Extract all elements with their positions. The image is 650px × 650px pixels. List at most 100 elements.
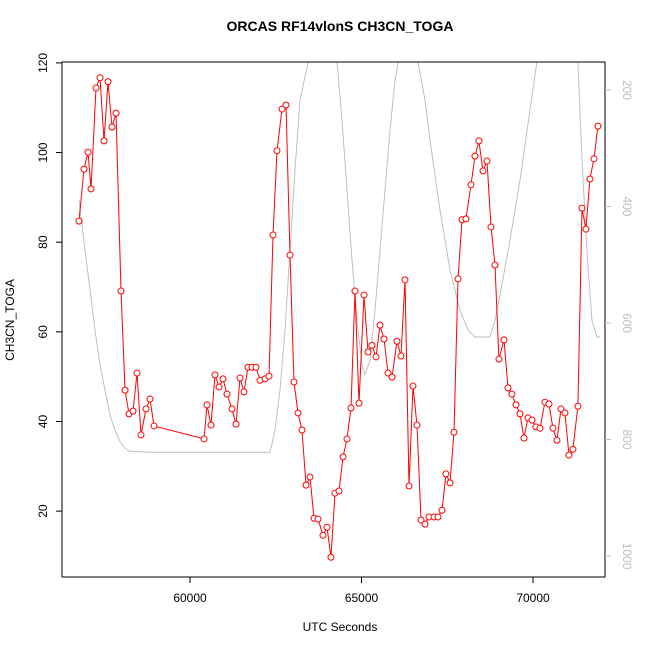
data-point [376, 321, 384, 329]
data-point [100, 137, 108, 145]
x-tick-label: 70000 [516, 591, 550, 605]
data-point [142, 405, 150, 413]
chart-title: ORCAS RF14vlonS CH3CN_TOGA [227, 18, 454, 34]
data-point [520, 434, 528, 442]
y2-tick-label: 200 [620, 80, 634, 100]
data-point [471, 152, 479, 160]
data-point [574, 402, 582, 410]
data-point [207, 421, 215, 429]
data-point [393, 337, 401, 345]
data-point [388, 373, 396, 381]
data-point [569, 445, 577, 453]
series-line [78, 62, 600, 453]
y-tick-label: 20 [36, 504, 50, 518]
data-point [215, 383, 223, 391]
data-point [491, 261, 499, 269]
data-point [347, 404, 355, 412]
data-point [294, 409, 302, 417]
data-point [236, 374, 244, 382]
data-point [405, 482, 413, 490]
data-point [351, 287, 359, 295]
data-point [302, 481, 310, 489]
data-point [92, 84, 100, 92]
data-point [516, 410, 524, 418]
y-tick-label: 100 [36, 142, 50, 162]
data-point [594, 122, 602, 130]
data-point [306, 473, 314, 481]
data-point [219, 375, 227, 383]
data-point [442, 470, 450, 478]
data-point [454, 275, 462, 283]
data-point [133, 369, 141, 377]
data-point [265, 372, 273, 380]
data-point [314, 515, 322, 523]
data-point [117, 287, 125, 295]
data-point [335, 487, 343, 495]
data-point [223, 390, 231, 398]
y2-tick-label: 800 [620, 429, 634, 449]
data-point [75, 217, 83, 225]
data-point [409, 382, 417, 390]
data-point [84, 148, 92, 156]
data-point [487, 223, 495, 231]
data-point [578, 204, 586, 212]
data-point [413, 421, 421, 429]
data-point [269, 231, 277, 239]
data-point [232, 420, 240, 428]
data-point [421, 520, 429, 528]
data-point [282, 101, 290, 109]
data-point [112, 109, 120, 117]
data-point [590, 155, 598, 163]
data-point [286, 251, 294, 259]
data-point [364, 348, 372, 356]
data-point [203, 401, 211, 409]
data-point [483, 157, 491, 165]
data-point [384, 369, 392, 377]
data-point [323, 523, 331, 531]
data-point [549, 424, 557, 432]
data-point [500, 336, 508, 344]
y-axis-label: CH3CN_TOGA [3, 279, 17, 361]
data-point [397, 352, 405, 360]
data-point [504, 384, 512, 392]
data-point [565, 451, 573, 459]
data-point [327, 553, 335, 561]
data-point [355, 399, 363, 407]
data-point [372, 353, 380, 361]
data-point [434, 513, 442, 521]
data-point [553, 436, 561, 444]
data-point [536, 424, 544, 432]
y2-tick-label: 1000 [620, 543, 634, 570]
y-tick-label: 120 [36, 53, 50, 73]
y-tick-label: 60 [36, 325, 50, 339]
data-point [319, 531, 327, 539]
data-point [87, 185, 95, 193]
data-point [137, 431, 145, 439]
y2-tick-label: 400 [620, 196, 634, 216]
data-point [360, 291, 368, 299]
data-point [417, 516, 425, 524]
data-point [211, 371, 219, 379]
data-point [475, 137, 483, 145]
data-point [368, 341, 376, 349]
data-point [252, 363, 260, 371]
data-point [104, 78, 112, 86]
x-tick-label: 65000 [345, 591, 379, 605]
data-point [273, 147, 281, 155]
data-point [512, 401, 520, 409]
data-point [438, 506, 446, 514]
plot-frame [61, 61, 606, 578]
data-point [96, 74, 104, 82]
y-tick-label: 80 [36, 235, 50, 249]
data-point [146, 395, 154, 403]
data-point [339, 453, 347, 461]
data-point [80, 165, 88, 173]
data-point [467, 181, 475, 189]
data-point [508, 390, 516, 398]
data-point [446, 479, 454, 487]
data-point [495, 355, 503, 363]
data-point [586, 175, 594, 183]
y-tick-label: 40 [36, 414, 50, 428]
